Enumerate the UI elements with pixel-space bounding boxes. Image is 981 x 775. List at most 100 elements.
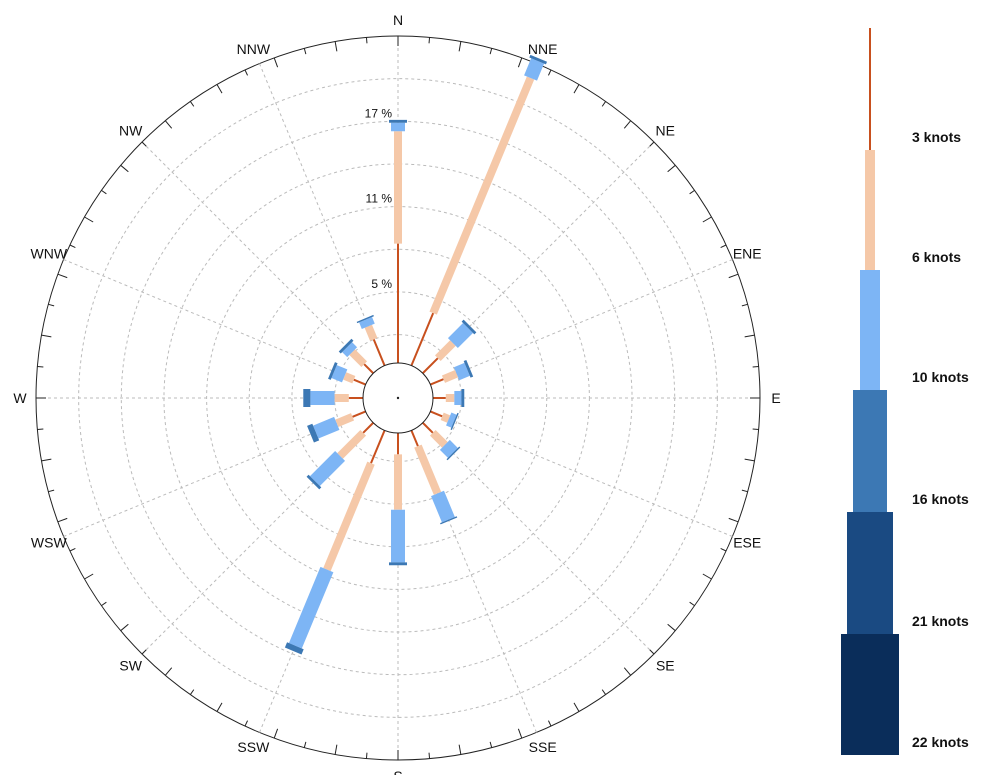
degree-tick	[517, 728, 523, 739]
degree-tick	[57, 517, 68, 523]
degree-tick	[428, 752, 431, 759]
degree-tick	[41, 458, 52, 462]
degree-tick	[101, 189, 107, 195]
petal-ene-bin-3	[453, 362, 470, 381]
degree-tick	[741, 303, 748, 307]
grid-spoke	[422, 422, 655, 655]
degree-tick	[216, 84, 223, 94]
petal-nnw-bin-2	[364, 324, 378, 341]
degree-tick	[752, 428, 759, 431]
degree-tick	[303, 48, 307, 55]
degree-tick	[273, 728, 279, 739]
degree-tick	[303, 741, 307, 748]
petal-nnw-bin-3	[359, 317, 375, 329]
petal-ese-bin-3	[446, 412, 457, 428]
degree-tick	[489, 741, 493, 748]
petal-nw-bin-4	[338, 338, 354, 354]
degree-tick	[458, 744, 462, 755]
legend-swatch-2	[865, 150, 875, 270]
petal-nnw-bin-4	[356, 314, 374, 324]
petal-nne-bin-3	[524, 58, 545, 81]
calm-center	[362, 362, 434, 434]
legend-swatch-6	[841, 634, 899, 755]
ring-label: 17 %	[365, 106, 393, 120]
degree-tick	[428, 37, 431, 44]
degree-tick	[623, 120, 632, 129]
grid-ring	[248, 248, 548, 548]
degree-tick	[164, 120, 173, 129]
degree-tick	[216, 702, 223, 712]
petal-wnw-bin-1	[353, 378, 367, 386]
degree-tick	[164, 667, 173, 676]
degree-tick	[741, 489, 748, 493]
center-dot	[396, 396, 400, 400]
degree-tick	[84, 216, 94, 223]
degree-tick	[37, 428, 44, 431]
petal-wnw-bin-2	[343, 372, 356, 384]
petal-nw-bin-2	[349, 349, 368, 368]
degree-tick	[649, 649, 655, 655]
degree-tick	[517, 57, 523, 68]
degree-tick	[141, 141, 147, 147]
degree-tick	[720, 547, 727, 552]
degree-tick	[48, 303, 55, 307]
legend-swatch-4	[853, 390, 887, 512]
petal-ene-bin-2	[441, 370, 459, 383]
degree-tick	[101, 601, 107, 607]
ring-label: 11 %	[366, 192, 393, 206]
petal-wsw-bin-4	[307, 423, 320, 443]
degree-tick	[189, 101, 195, 107]
degree-tick	[601, 101, 607, 107]
petal-sw-bin-2	[337, 429, 367, 459]
direction-label-ene: ENE	[733, 245, 762, 261]
petal-sse-bin-3	[431, 490, 455, 523]
degree-tick	[120, 623, 129, 632]
degree-tick	[744, 334, 755, 338]
petal-nne-bin-1	[410, 312, 435, 367]
direction-label-se: SE	[656, 657, 675, 673]
degree-tick	[752, 365, 759, 368]
grid-spoke	[259, 63, 386, 366]
legend-label-4: 16 knots	[912, 491, 969, 507]
petal-ese-bin-4	[450, 412, 459, 431]
direction-labels: N NNE NE ENE E ESE SE SSE S SSW SW WSW W WNW NW NNW	[13, 12, 780, 775]
degree-tick	[689, 189, 695, 195]
direction-label-nnw: NNW	[237, 41, 271, 57]
grid-spoke	[430, 410, 733, 537]
degree-tick	[702, 573, 712, 580]
degree-tick	[728, 517, 739, 523]
petal-ssw-bin-3	[288, 566, 334, 649]
degree-tick	[489, 48, 493, 55]
petal-se-bin-4	[446, 446, 461, 461]
legend-swatch-3	[860, 270, 880, 390]
legend-label-1: 3 knots	[912, 129, 961, 145]
degree-tick	[667, 164, 676, 173]
petal-ne-bin-3	[447, 323, 473, 349]
petal-wnw-bin-4	[328, 362, 338, 380]
degree-tick	[69, 547, 76, 552]
degree-tick	[189, 689, 195, 695]
petals	[284, 54, 548, 655]
legend-swatch-1	[869, 28, 871, 150]
degree-tick	[41, 334, 52, 338]
petal-wsw-bin-3	[313, 416, 340, 439]
legend-label-6: 22 knots	[912, 734, 969, 750]
grid-spoke	[141, 141, 374, 374]
degree-tick	[601, 689, 607, 695]
degree-tick	[244, 720, 249, 727]
petal-ese-bin-2	[440, 412, 451, 423]
degree-tick	[573, 702, 580, 712]
direction-label-ne: NE	[656, 123, 675, 139]
petal-ese-bin-1	[429, 410, 443, 418]
petal-ne-bin-4	[461, 319, 477, 335]
direction-label-e: E	[771, 390, 780, 406]
degree-tick	[649, 141, 655, 147]
direction-label-sse: SSE	[529, 739, 557, 755]
legend-swatch-5	[847, 512, 893, 634]
petal-nne-bin-2	[429, 76, 535, 315]
petal-nw-bin-3	[342, 342, 358, 358]
degree-tick	[84, 573, 94, 580]
degree-tick	[273, 57, 279, 68]
degree-tick	[623, 667, 632, 676]
